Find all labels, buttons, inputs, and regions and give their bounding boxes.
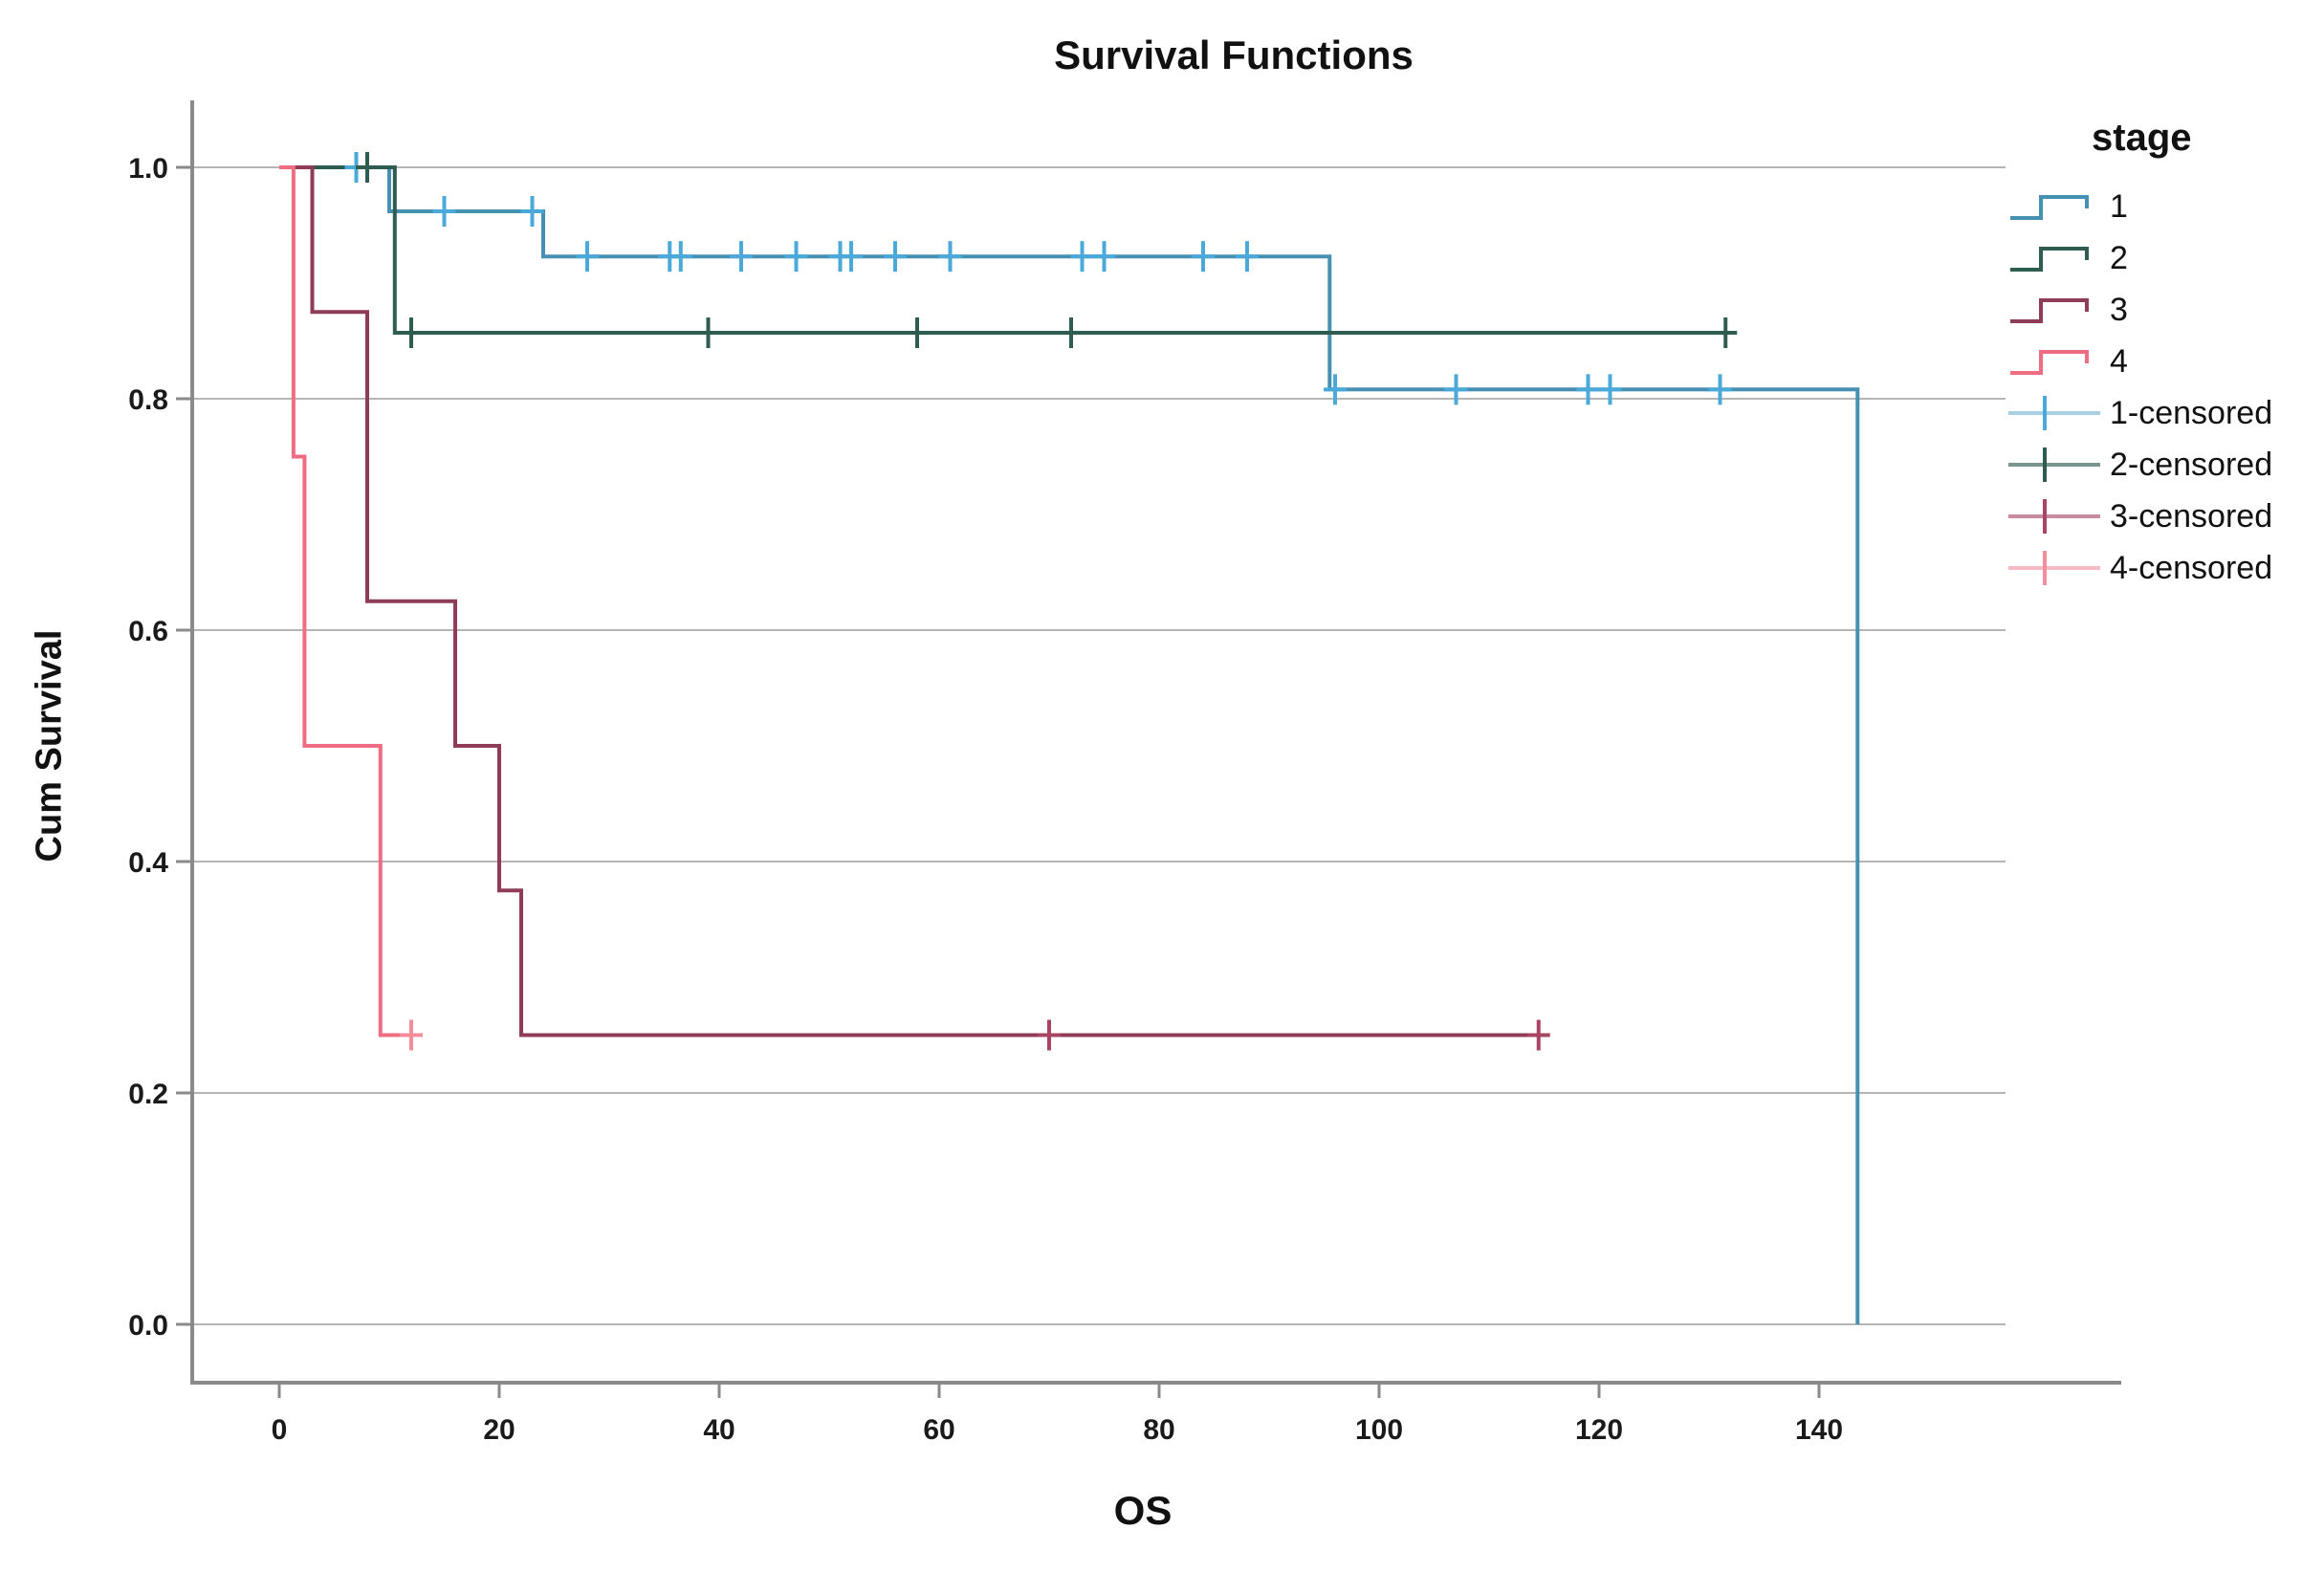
chart-title: Survival Functions (1054, 33, 1414, 77)
censor-mark-stage-1 (1192, 241, 1215, 273)
censor-mark-stage-1 (669, 241, 692, 273)
survival-curve-stage-1 (279, 165, 1860, 1324)
legend-censor-swatch (2008, 499, 2100, 534)
censor-mark-stage-1 (1708, 374, 1732, 405)
censor-mark-stage-1 (1576, 374, 1600, 405)
legend-item-1: 1 (1999, 181, 2320, 232)
legend-item-label: 1-censored (2110, 394, 2273, 431)
x-tick-label: 60 (923, 1414, 954, 1446)
legend-item-label: 1 (2110, 187, 2128, 225)
y-tick-label: 0.2 (128, 1079, 168, 1110)
censor-mark-stage-1 (1092, 241, 1116, 273)
censor-mark-stage-1 (576, 241, 599, 273)
censor-mark-stage-1 (884, 241, 907, 273)
y-tick-label: 0.0 (128, 1310, 168, 1342)
legend-item-label: 2-censored (2110, 446, 2273, 483)
x-tick-label: 100 (1355, 1414, 1403, 1446)
censor-mark-stage-1 (1236, 241, 1259, 273)
legend: stage 1 2 3 4 1-censored 2-censored 3-censored… (1999, 117, 2320, 594)
legend-item-4-censored: 4-censored (1999, 542, 2320, 594)
legend-item-label: 4 (2110, 342, 2128, 380)
y-tick-label: 0.8 (128, 384, 168, 416)
x-axis-title: OS (1113, 1488, 1173, 1533)
legend-item-3: 3 (1999, 284, 2320, 336)
censor-mark-stage-2 (356, 152, 379, 183)
censor-mark-stage-1 (520, 195, 544, 227)
censor-mark-stage-2 (400, 317, 423, 349)
legend-title: stage (2092, 117, 2192, 159)
legend-item-label: 3-censored (2110, 497, 2273, 535)
censor-mark-stage-1 (840, 241, 863, 273)
legend-item-label: 4-censored (2110, 549, 2273, 586)
x-tick-label: 120 (1575, 1414, 1623, 1446)
x-tick-label: 40 (703, 1414, 734, 1446)
censor-mark-stage-2 (696, 317, 720, 349)
legend-item-1-censored: 1-censored (1999, 387, 2320, 439)
survival-curve-stage-3 (279, 165, 1550, 1037)
censor-mark-stage-2 (906, 317, 929, 349)
censor-mark-stage-1 (784, 241, 808, 273)
legend-step-swatch (2010, 195, 2089, 220)
legend-step-swatch (2010, 298, 2089, 323)
legend-censor-swatch (2008, 396, 2100, 430)
survival-curve-stage-4 (279, 165, 423, 1037)
censor-mark-stage-3 (1038, 1019, 1061, 1051)
censor-mark-stage-2 (1714, 317, 1738, 349)
x-tick-label: 0 (272, 1414, 288, 1446)
legend-step-swatch (2010, 350, 2089, 375)
y-tick-label: 0.4 (128, 847, 168, 879)
y-tick-label: 1.0 (128, 153, 168, 185)
legend-censor-swatch (2008, 551, 2100, 585)
legend-item-4: 4 (1999, 336, 2320, 387)
censor-mark-stage-1 (730, 241, 753, 273)
censor-mark-stage-4 (400, 1019, 423, 1051)
censor-mark-stage-1 (938, 241, 962, 273)
censor-mark-stage-2 (1060, 317, 1083, 349)
legend-censor-swatch (2008, 448, 2100, 482)
legend-item-label: 2 (2110, 239, 2128, 276)
censor-mark-stage-1 (1598, 374, 1622, 405)
x-tick-label: 140 (1795, 1414, 1843, 1446)
censor-mark-stage-1 (1070, 241, 1094, 273)
legend-item-2-censored: 2-censored (1999, 439, 2320, 491)
censor-mark-stage-3 (1526, 1019, 1550, 1051)
legend-step-swatch (2010, 247, 2089, 272)
survival-curve-stage-2 (279, 165, 1737, 335)
x-tick-label: 20 (483, 1414, 515, 1446)
censor-mark-stage-1 (1324, 374, 1347, 405)
legend-item-3-censored: 3-censored (1999, 491, 2320, 542)
censor-mark-stage-1 (1444, 374, 1468, 405)
y-tick-label: 0.6 (128, 616, 168, 647)
x-tick-label: 80 (1143, 1414, 1174, 1446)
legend-item-2: 2 (1999, 232, 2320, 284)
legend-item-label: 3 (2110, 291, 2128, 328)
censor-mark-stage-1 (432, 195, 456, 227)
